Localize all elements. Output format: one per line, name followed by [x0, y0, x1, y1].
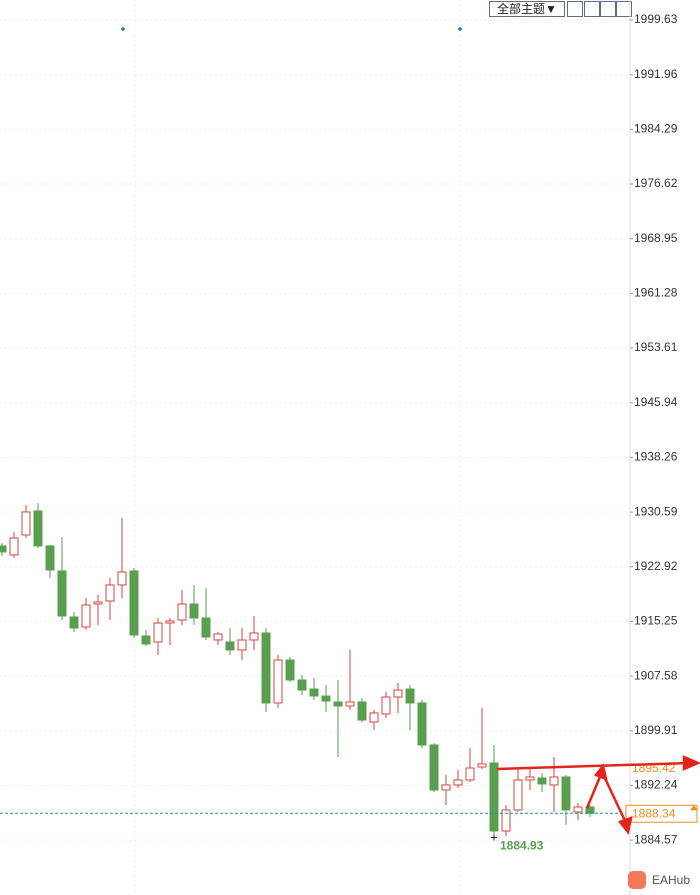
candle-body	[105, 584, 115, 602]
y-tick-label: 1976.62	[634, 176, 678, 190]
candle-body	[9, 537, 19, 556]
y-tick-label: 1984.29	[634, 122, 678, 136]
y-tick-label: 1884.57	[634, 832, 678, 846]
candle-body	[165, 620, 175, 624]
candle-body	[249, 632, 259, 641]
current-price-label: 1888.34	[632, 806, 676, 820]
y-tick-label: 1953.61	[634, 340, 678, 354]
low-marker	[491, 834, 497, 841]
candle-body	[177, 603, 187, 621]
logo-icon	[628, 871, 646, 889]
candle-body	[81, 604, 91, 628]
candle-body	[273, 659, 283, 704]
candle-body	[0, 545, 7, 553]
y-tick-label: 1991.96	[634, 67, 678, 81]
current-price-marker	[690, 805, 698, 811]
candle-body	[465, 767, 475, 781]
y-tick-label: 1945.94	[634, 395, 678, 409]
candle-body	[549, 776, 559, 786]
low-label: 1884.93	[500, 839, 544, 853]
y-tick-label: 1961.28	[634, 286, 678, 300]
candle-body	[189, 603, 199, 619]
theme-button[interactable]: 全部主题▼	[489, 1, 565, 17]
y-tick-label: 1999.63	[634, 12, 678, 26]
candle-body	[345, 701, 355, 707]
candle-body	[237, 639, 247, 651]
candle-body	[45, 545, 55, 571]
candle-body	[513, 779, 523, 811]
candle-body	[225, 641, 235, 651]
candle-body	[525, 776, 535, 781]
candle-body	[429, 744, 439, 791]
arrow-head	[593, 763, 608, 782]
candle-body	[309, 688, 319, 697]
candle-body	[453, 779, 463, 786]
watermark: EAHub	[652, 873, 690, 887]
marker-dot	[121, 27, 125, 31]
candle-body	[297, 679, 307, 691]
candle-body	[381, 696, 391, 715]
candle-body	[129, 570, 139, 636]
candle-body	[369, 712, 379, 723]
current-price-box	[625, 804, 698, 823]
y-tick-label: 1922.92	[634, 559, 678, 573]
tool-scroll[interactable]	[600, 1, 616, 17]
candle-body	[69, 616, 79, 629]
y-tick-label: 1899.91	[634, 723, 678, 737]
arrow-head	[617, 816, 633, 835]
candle-body	[357, 701, 367, 721]
y-tick-label: 1968.95	[634, 231, 678, 245]
candle-body	[21, 511, 31, 536]
candle-body	[261, 632, 271, 704]
candle-body	[393, 689, 403, 698]
marker-dot	[458, 27, 462, 31]
candle-body	[477, 763, 487, 768]
y-tick-label: 1930.59	[634, 504, 678, 518]
y-tick-label: 1915.25	[634, 614, 678, 628]
candle-body	[57, 570, 67, 617]
candle-body	[333, 701, 343, 707]
candle-body	[201, 617, 211, 638]
candle-body	[405, 688, 415, 704]
y-tick-label: 1892.24	[634, 778, 678, 792]
candle-body	[321, 695, 331, 702]
arrow-head	[682, 755, 700, 771]
candle-body	[489, 762, 499, 832]
candle-body	[501, 809, 511, 832]
y-tick-label: 1907.58	[634, 668, 678, 682]
candle-body	[537, 777, 547, 785]
tool-end[interactable]	[616, 1, 632, 17]
tool-zoom[interactable]	[584, 1, 600, 17]
candle-body	[153, 622, 163, 643]
candle-body	[441, 784, 451, 791]
candle-body	[417, 702, 427, 746]
candle-body	[561, 776, 571, 811]
annotation-arrows	[496, 755, 700, 835]
arrow	[496, 761, 691, 771]
y-tick-label: 1938.26	[634, 450, 678, 464]
candle-body	[117, 571, 127, 586]
candle-body	[573, 806, 583, 813]
candle-body	[213, 633, 223, 641]
candle-body	[285, 659, 295, 681]
candle-body	[33, 510, 43, 547]
candle-body	[93, 601, 103, 605]
tool-crosshair[interactable]	[567, 1, 583, 17]
candle-body	[141, 635, 151, 645]
